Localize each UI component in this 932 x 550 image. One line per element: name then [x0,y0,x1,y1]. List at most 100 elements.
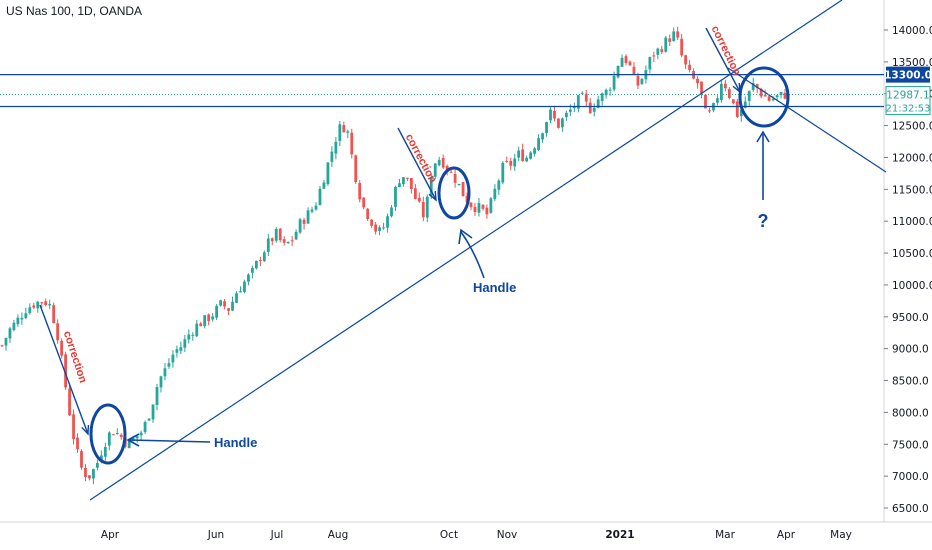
candle-body [755,84,759,89]
candle-body [92,469,95,479]
candle-body [72,414,75,439]
candle-body [251,267,254,273]
candle-body [731,99,735,104]
handle-pointer-line [460,231,485,279]
x-tick-label: Jun [207,529,224,541]
x-tick-label: Nov [497,529,518,541]
candle-body [350,132,354,155]
candle-body [159,376,163,388]
handle-circle [89,403,127,465]
candle-body [215,305,219,318]
candle-body [155,387,159,405]
y-tick-label: 9500.0 [892,312,929,324]
annotation-label: correction [709,24,743,78]
candle-body [195,323,199,337]
candle-body [12,322,16,330]
candle-body [564,112,568,118]
candle-body [274,228,278,241]
candle-body [445,165,449,172]
candle-body [207,314,211,322]
candle-body [270,238,274,242]
candle-body [588,102,592,114]
candle-body [107,432,111,446]
candle-body [266,238,270,252]
candle-body [576,95,580,109]
candle-body [664,37,668,52]
candle-body [227,308,230,311]
candle-body [684,55,688,65]
candle-body [326,162,330,185]
candle-body [421,201,425,218]
annotation-label: Handle [473,280,516,295]
candle-body [521,149,525,162]
handle-pointer-head [458,228,473,245]
candle-body [278,228,282,241]
candle-body [509,160,513,166]
candle-body [76,437,79,450]
drawings-layer[interactable]: correctioncorrectioncorrectionHandleHand… [0,0,887,501]
candle-body [608,89,612,91]
candle-body [183,339,187,348]
candle-body [640,78,644,84]
candle-body [151,404,155,420]
candle-body [592,107,596,112]
candle-body [700,81,703,94]
candle-body [390,207,393,217]
candle-body [537,138,540,150]
candle-body [568,109,572,112]
annotation-label: correction [403,132,439,185]
candle-body [358,182,362,200]
chart-title: US Nas 100, 1D, OANDA [6,4,143,18]
candle-body [624,56,628,64]
candle-body [620,57,624,67]
candle-body [179,347,183,351]
candle-body [28,307,32,314]
candle-body [771,98,775,101]
question-pointer-head [756,130,770,143]
pattern-circle [738,66,790,128]
y-tick-label: 11000.0 [892,216,932,228]
candle-body [135,436,139,439]
y-tick-label: 10500.0 [892,248,932,260]
y-tick-label: 7000.0 [892,471,929,483]
candle-body [747,90,751,101]
candle-body [262,252,266,262]
candle-body [672,31,676,42]
candle-body [163,368,167,377]
y-tick-label: 10000.0 [892,280,932,292]
candle-body [99,455,103,462]
candle-body [533,148,536,154]
candle-body [40,302,44,304]
candle-body [473,206,477,212]
candle-body [36,301,40,309]
y-tick-label: 12500.0 [892,121,932,133]
candle-body [80,451,83,468]
candle-body [48,304,52,306]
y-tick-label: 8500.0 [892,376,929,388]
correction-arrow [397,127,437,201]
candle-body [497,180,501,190]
x-tick-label: Oct [440,529,458,541]
candle-body [660,49,664,53]
candle-body [751,83,755,90]
candle-body [290,240,294,242]
candle-body [258,260,262,262]
candle-body [191,334,195,336]
x-tick-label: May [830,529,852,541]
candle-body [561,118,564,128]
candle-body [580,92,584,94]
candle-body [477,203,481,213]
candle-body [513,158,517,167]
candle-body [95,462,99,468]
candle-body [648,57,652,70]
candle-body [708,110,711,112]
candle-body [310,209,314,212]
candle-body [0,345,4,347]
candle-body [338,124,342,141]
candle-body [374,224,378,232]
candle-body [20,317,24,320]
candle-body [723,83,727,89]
candle-body [485,207,489,215]
candle-body [676,31,680,38]
